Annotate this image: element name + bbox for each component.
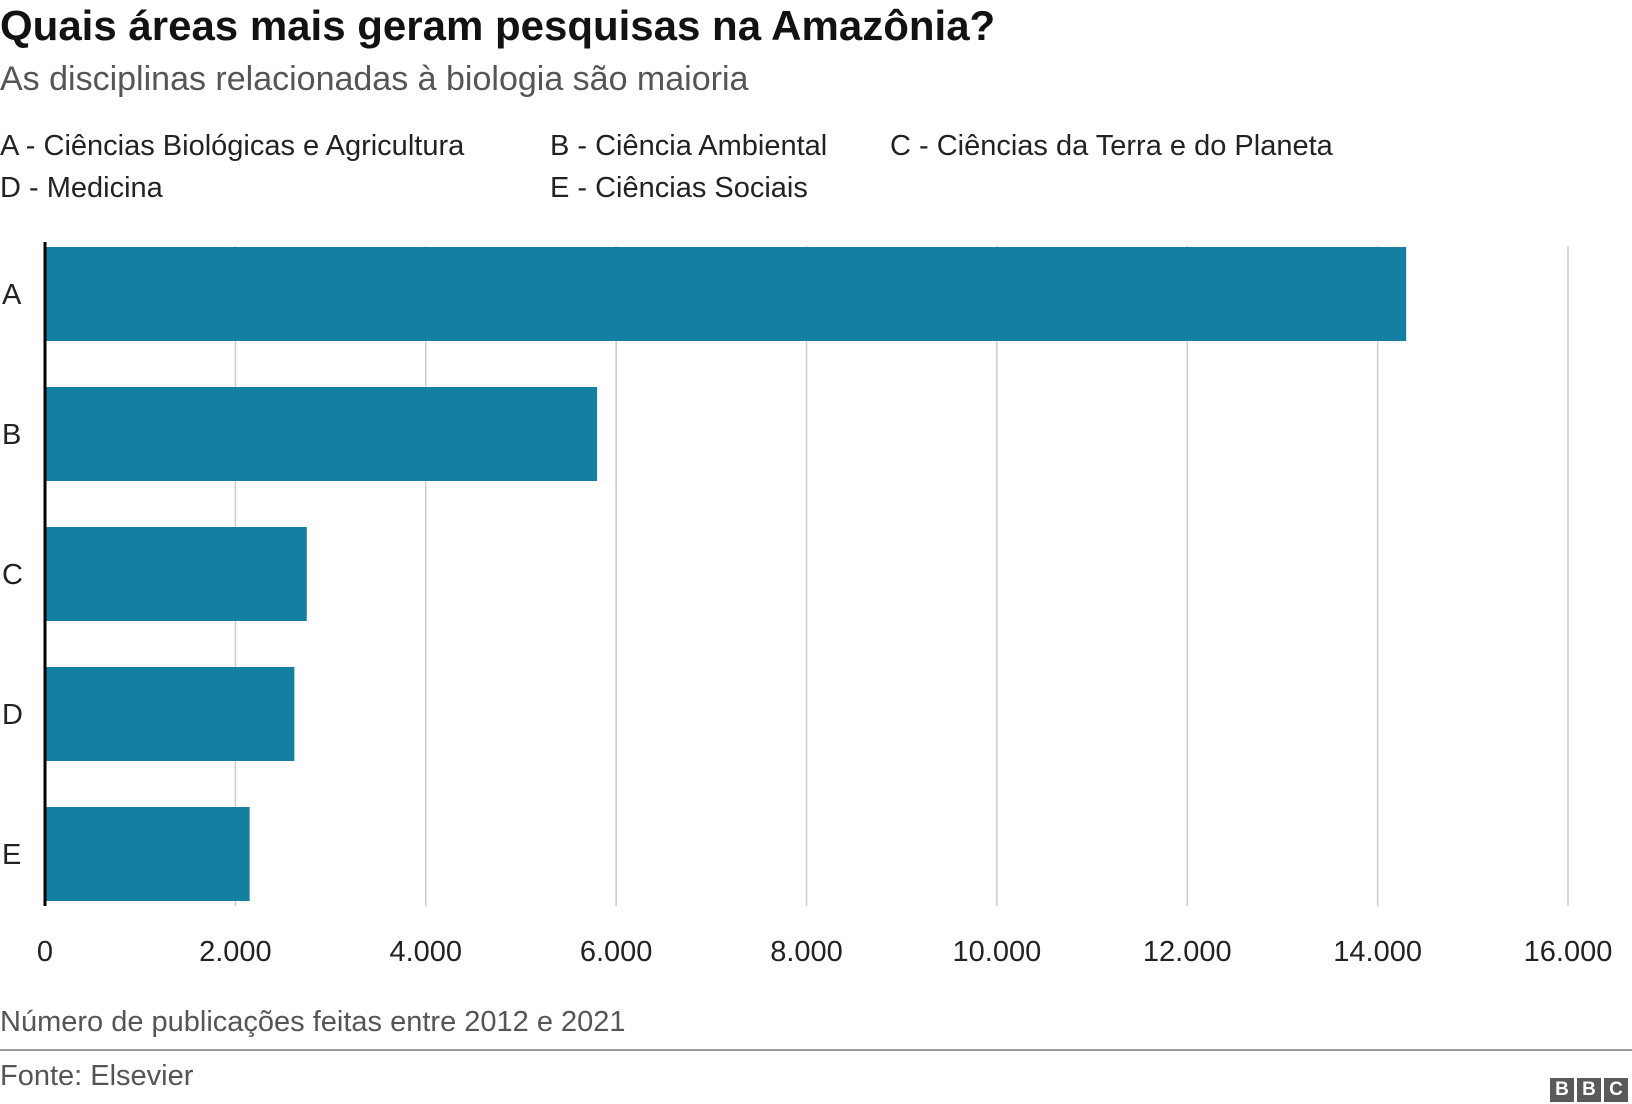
legend-item-a: A - Ciências Biológicas e Agricultura bbox=[0, 130, 465, 162]
x-tick-label: 10.000 bbox=[953, 936, 1042, 968]
x-tick-label: 0 bbox=[37, 936, 53, 968]
legend-item-d: D - Medicina bbox=[0, 172, 163, 204]
x-tick-label: 14.000 bbox=[1333, 936, 1422, 968]
x-tick-label: 12.000 bbox=[1143, 936, 1232, 968]
logo-letter: C bbox=[1604, 1078, 1628, 1102]
chart-title: Quais áreas mais geram pesquisas na Amaz… bbox=[0, 2, 996, 49]
bar bbox=[45, 247, 1407, 341]
bbc-logo: B B C bbox=[1550, 1078, 1628, 1102]
category-label: A bbox=[2, 279, 22, 311]
x-tick-label: 4.000 bbox=[389, 936, 462, 968]
bar bbox=[45, 807, 250, 901]
bar-chart: A B C D E 0 2.000 4.000 6.000 8.000 10.000 12.000 14… bbox=[2, 242, 1613, 968]
bar bbox=[45, 527, 307, 621]
logo-letter: B bbox=[1577, 1078, 1601, 1102]
category-label: E bbox=[2, 839, 21, 871]
x-tick-label: 8.000 bbox=[770, 936, 843, 968]
legend-item-e: E - Ciências Sociais bbox=[550, 172, 808, 204]
x-tick-label: 2.000 bbox=[199, 936, 272, 968]
chart-subtitle: As disciplinas relacionadas à biologia s… bbox=[0, 60, 749, 98]
x-tick-label: 6.000 bbox=[580, 936, 653, 968]
source-note: Fonte: Elsevier bbox=[0, 1060, 194, 1092]
bar bbox=[45, 667, 295, 761]
bar bbox=[45, 387, 598, 481]
legend-item-b: B - Ciência Ambiental bbox=[550, 130, 828, 162]
logo-letter: B bbox=[1550, 1078, 1574, 1102]
x-tick-label: 16.000 bbox=[1524, 936, 1613, 968]
category-label: D bbox=[2, 699, 23, 731]
legend-item-c: C - Ciências da Terra e do Planeta bbox=[890, 130, 1333, 162]
footer-divider bbox=[0, 1049, 1632, 1051]
category-label: C bbox=[2, 559, 23, 591]
category-label: B bbox=[2, 419, 21, 451]
x-axis-label: Número de publicações feitas entre 2012 … bbox=[0, 1006, 626, 1038]
